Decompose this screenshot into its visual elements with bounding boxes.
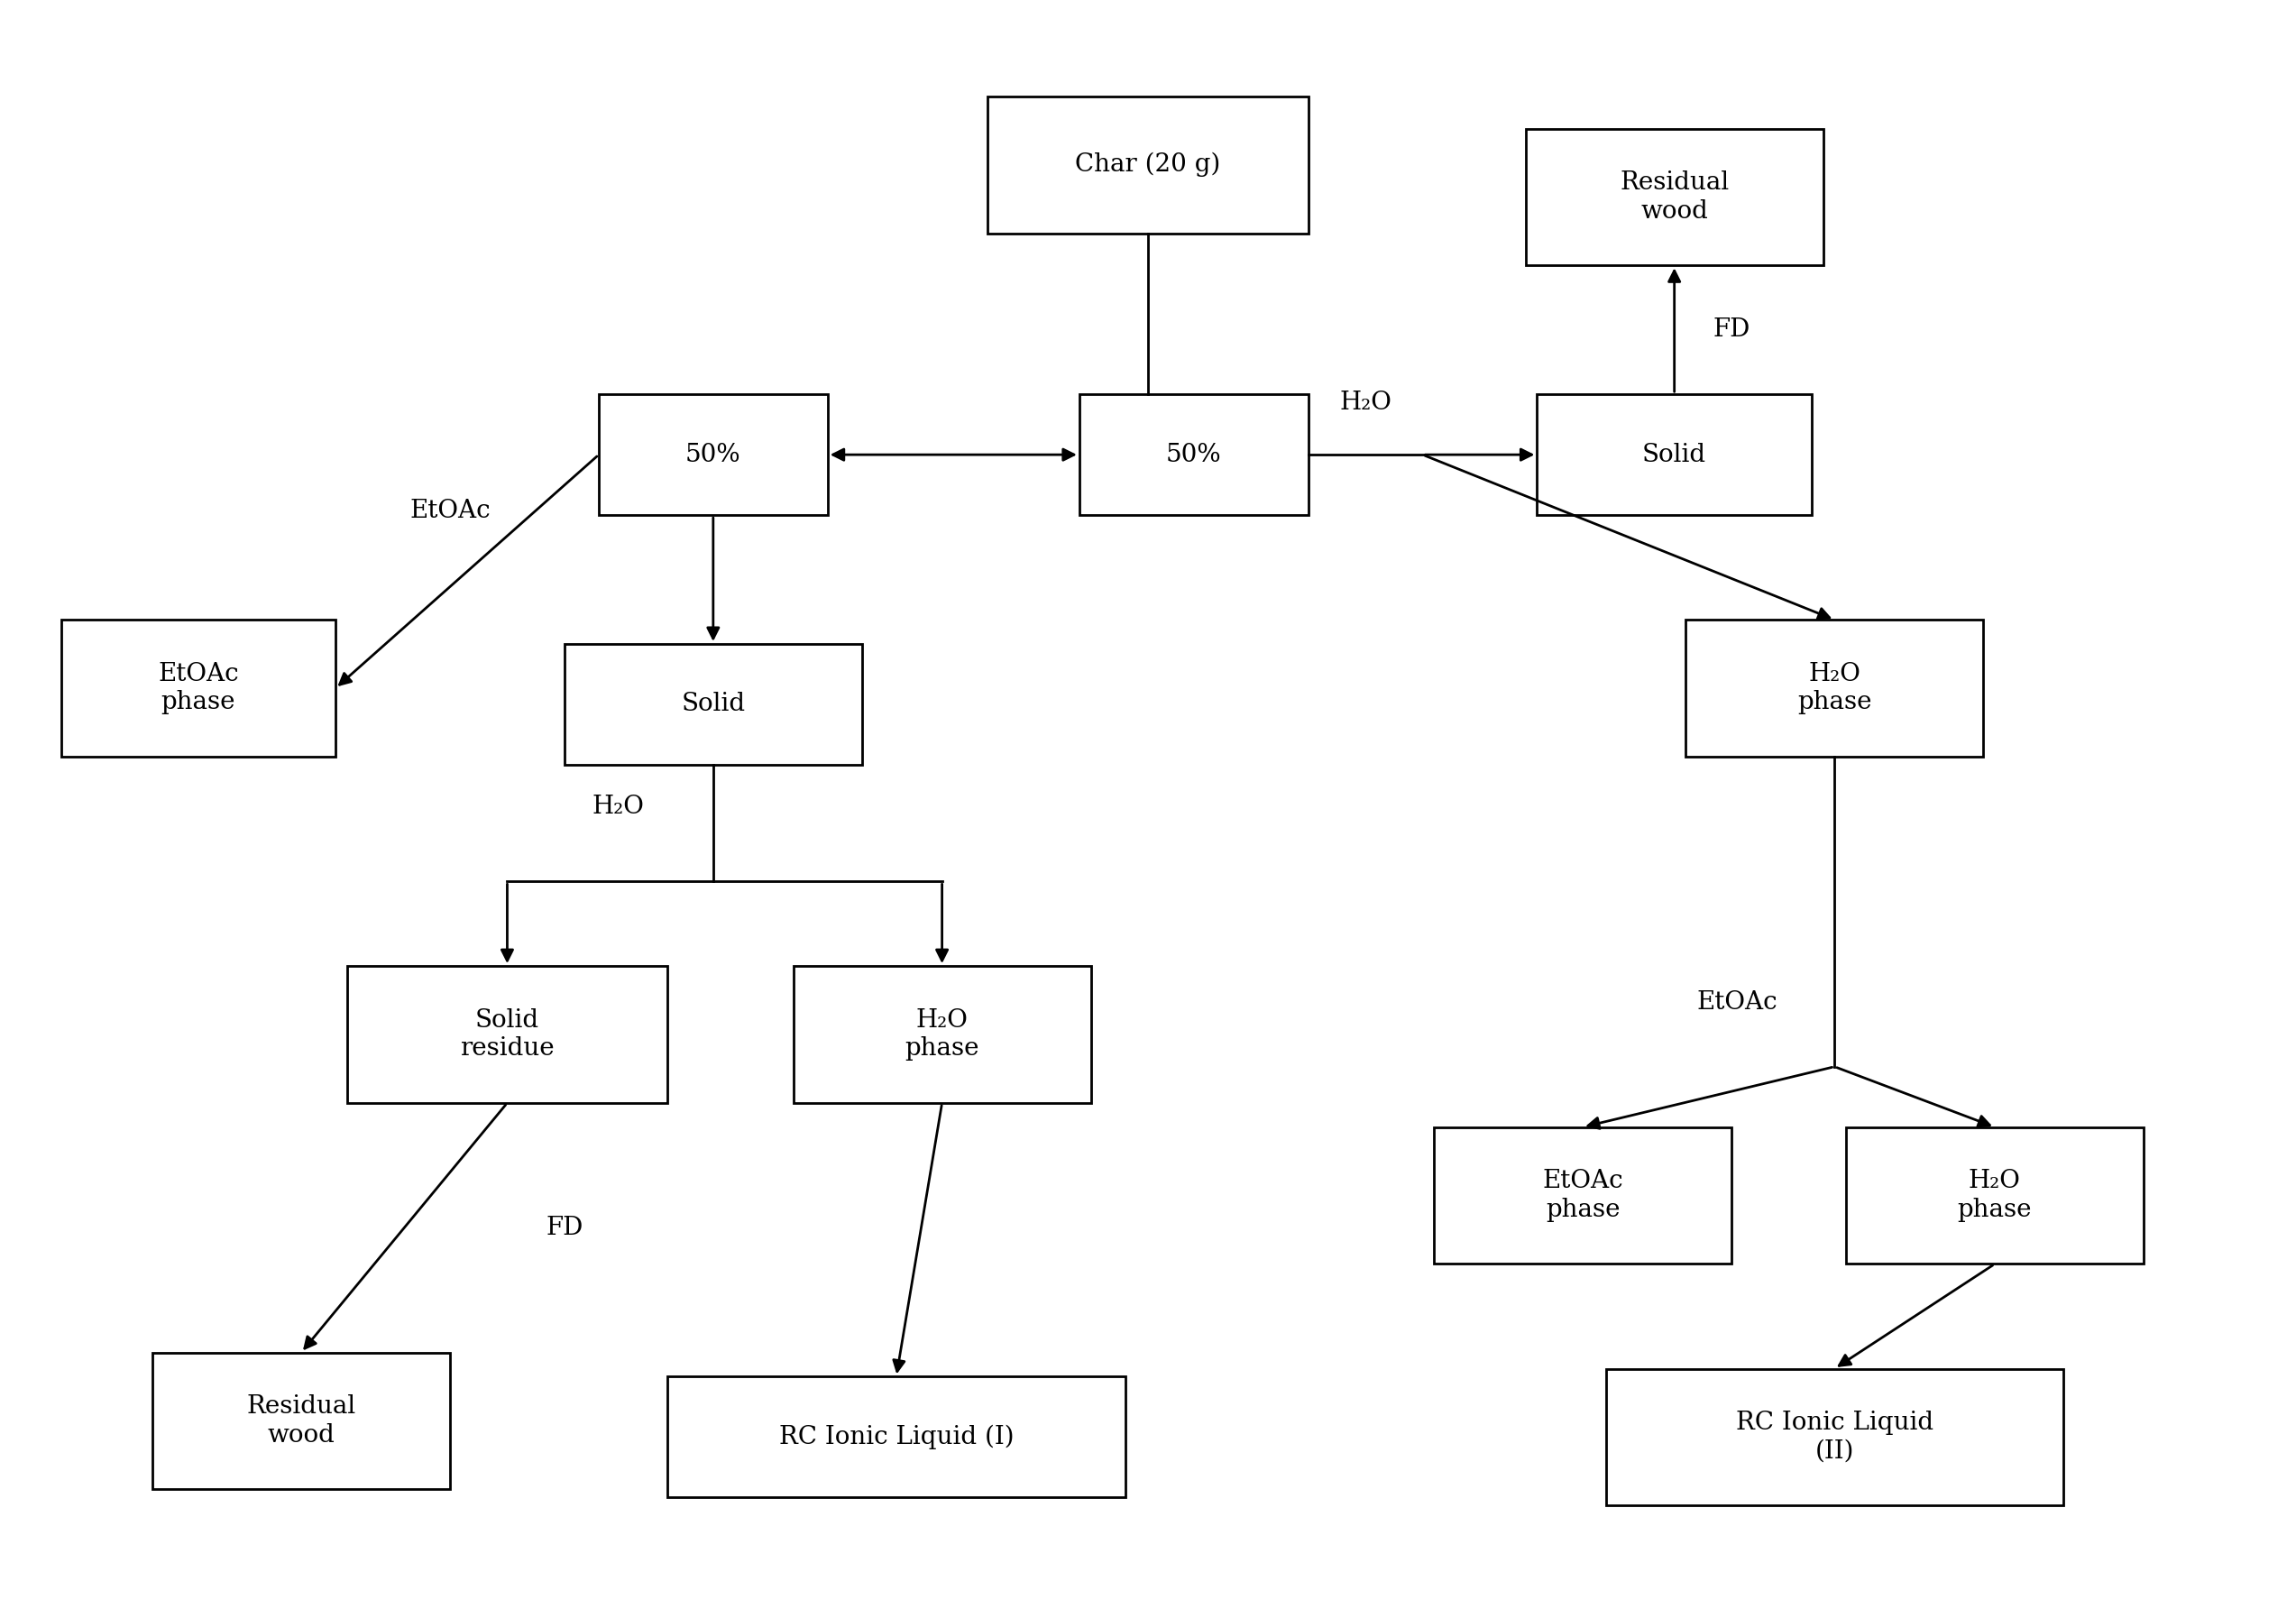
- Text: H₂O: H₂O: [1339, 390, 1391, 414]
- Bar: [1536, 395, 1812, 515]
- Text: 50%: 50%: [1166, 442, 1221, 468]
- Bar: [565, 644, 861, 765]
- Text: H₂O: H₂O: [592, 794, 645, 819]
- Text: EtOAc
phase: EtOAc phase: [158, 662, 239, 715]
- Bar: [987, 97, 1309, 233]
- Bar: [794, 966, 1091, 1103]
- Bar: [347, 966, 668, 1103]
- Text: Char (20 g): Char (20 g): [1075, 152, 1221, 176]
- Bar: [1605, 1369, 2064, 1505]
- Bar: [62, 620, 335, 757]
- Bar: [1079, 395, 1309, 515]
- Bar: [1435, 1128, 1731, 1264]
- Text: H₂O
phase: H₂O phase: [1958, 1170, 2032, 1222]
- Text: H₂O
phase: H₂O phase: [905, 1008, 978, 1061]
- Text: Residual
wood: Residual wood: [246, 1395, 356, 1446]
- Text: FD: FD: [546, 1215, 583, 1239]
- Bar: [668, 1377, 1125, 1498]
- Text: RC Ionic Liquid (I): RC Ionic Liquid (I): [778, 1425, 1015, 1450]
- Bar: [1685, 620, 1984, 757]
- Text: H₂O
phase: H₂O phase: [1798, 662, 1871, 715]
- Text: EtOAc: EtOAc: [1697, 990, 1777, 1014]
- Bar: [152, 1353, 450, 1490]
- Text: EtOAc
phase: EtOAc phase: [1543, 1170, 1623, 1222]
- Bar: [1846, 1128, 2144, 1264]
- Text: EtOAc: EtOAc: [409, 498, 491, 523]
- Text: Solid: Solid: [682, 693, 746, 717]
- Text: RC Ionic Liquid
(II): RC Ionic Liquid (II): [1736, 1411, 1933, 1463]
- Bar: [599, 395, 827, 515]
- Text: FD: FD: [1713, 317, 1750, 341]
- Bar: [1525, 128, 1823, 265]
- Text: 50%: 50%: [687, 442, 742, 468]
- Text: Residual
wood: Residual wood: [1619, 172, 1729, 223]
- Text: Solid
residue: Solid residue: [459, 1008, 553, 1061]
- Text: Solid: Solid: [1642, 442, 1706, 468]
